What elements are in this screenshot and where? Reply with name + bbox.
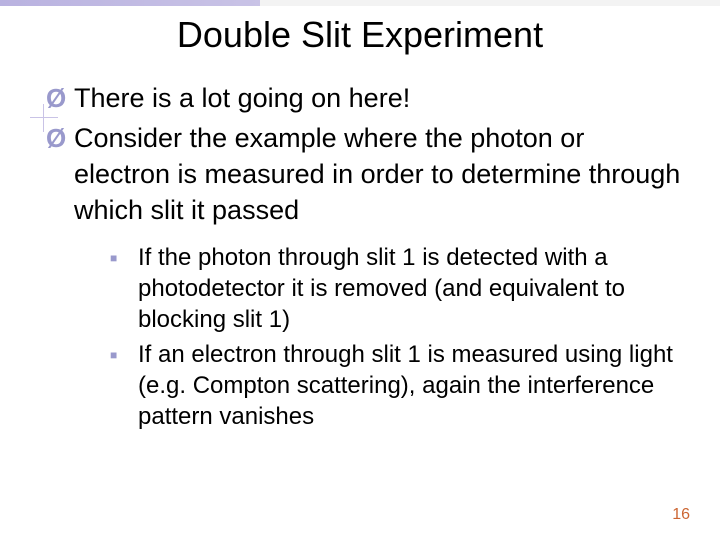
slide: Double Slit Experiment Ø There is a lot …: [0, 0, 720, 540]
bullet-level2: ■ If an electron through slit 1 is measu…: [110, 339, 682, 432]
arrow-bullet-icon: Ø: [46, 80, 74, 116]
bullet-level2: ■ If the photon through slit 1 is detect…: [110, 242, 682, 335]
top-accent-right: [260, 0, 720, 6]
page-number: 16: [672, 506, 690, 524]
square-bullet-icon: ■: [110, 339, 138, 371]
arrow-bullet-icon: Ø: [46, 120, 74, 156]
sub-bullet-group: ■ If the photon through slit 1 is detect…: [110, 242, 682, 432]
square-bullet-icon: ■: [110, 242, 138, 274]
bullet-level1: Ø There is a lot going on here!: [46, 80, 682, 116]
top-accent-bar: [0, 0, 720, 6]
top-accent-left: [0, 0, 260, 6]
bullet-text: There is a lot going on here!: [74, 80, 682, 116]
slide-body: Ø There is a lot going on here! Ø Consid…: [46, 80, 682, 436]
bullet-text: Consider the example where the photon or…: [74, 120, 682, 228]
bullet-level1: Ø Consider the example where the photon …: [46, 120, 682, 228]
bullet-text: If an electron through slit 1 is measure…: [138, 339, 682, 432]
slide-title: Double Slit Experiment: [0, 14, 720, 56]
bullet-text: If the photon through slit 1 is detected…: [138, 242, 682, 335]
